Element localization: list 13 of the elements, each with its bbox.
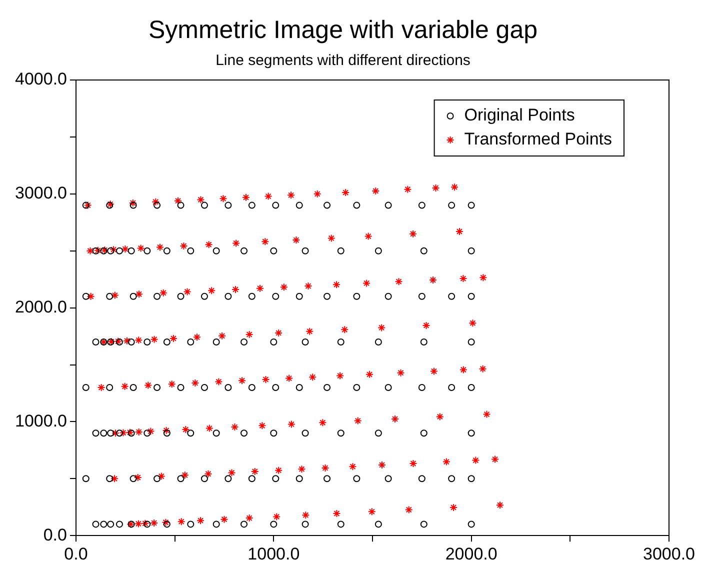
y-tick-label: 4000.0 bbox=[14, 70, 67, 89]
x-tick-label: 3000.0 bbox=[643, 544, 695, 564]
x-tick-label: 2000.0 bbox=[445, 544, 498, 564]
y-tick-label: 0.0 bbox=[43, 525, 67, 544]
y-tick-label: 1000.0 bbox=[14, 411, 67, 430]
x-tick-label: 1000.0 bbox=[248, 544, 300, 564]
legend-label: Transformed Points bbox=[464, 130, 612, 149]
y-tick-label: 2000.0 bbox=[14, 297, 67, 316]
legend-label: Original Points bbox=[464, 106, 575, 125]
y-tick-label: 3000.0 bbox=[14, 184, 67, 203]
chart-title: Symmetric Image with variable gap bbox=[148, 16, 538, 44]
chart-subtitle: Line segments with different directions bbox=[216, 52, 470, 70]
x-tick-label: 0.0 bbox=[64, 544, 88, 564]
